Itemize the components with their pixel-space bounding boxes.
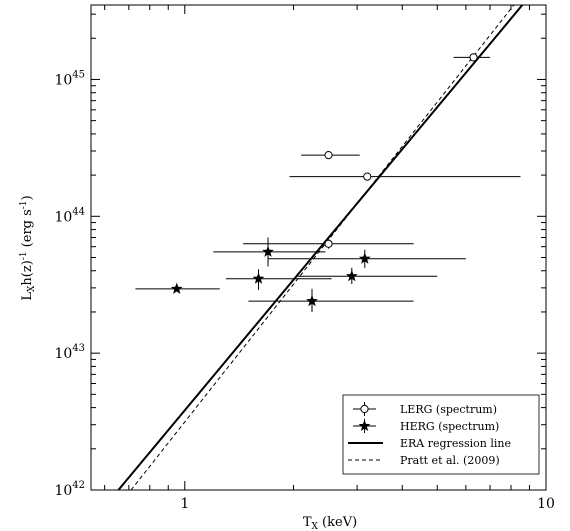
pratt-line: [130, 4, 515, 491]
herg-point: [358, 252, 371, 264]
legend-era-label: ERA regression line: [400, 437, 511, 450]
plot-frame: [90, 4, 547, 491]
herg-point: [262, 245, 274, 257]
legend-pratt-label: Pratt et al. (2009): [400, 454, 500, 467]
y-tick-label: 1045: [54, 69, 85, 88]
era-regression-line: [117, 4, 524, 491]
herg-point: [252, 272, 265, 284]
x-axis-label: TX (keV): [303, 515, 357, 531]
ticks-layer: 1 10 1042 1043 1044 1045: [54, 5, 555, 512]
herg-point: [170, 282, 183, 294]
x-tick-label: 10: [537, 496, 555, 512]
x-tick-label: 1: [180, 496, 189, 512]
y-tick-label: 1044: [54, 206, 85, 225]
lerg-point: [363, 172, 372, 181]
lerg-point: [324, 151, 333, 160]
y-tick-label: 1042: [54, 480, 85, 499]
legend-box: [342, 394, 540, 475]
y-axis-label: LXh(z)-1 (erg s-1): [19, 195, 37, 300]
legend-herg-marker: [358, 419, 371, 432]
herg-point: [345, 270, 358, 282]
y-tick-label: 1043: [54, 343, 85, 362]
legend-herg-label: HERG (spectrum): [400, 420, 499, 433]
herg-point: [306, 294, 318, 307]
lines-layer: [117, 4, 524, 491]
legend-lerg-marker: [360, 404, 369, 414]
points-layer: [135, 53, 521, 312]
lerg-point: [324, 239, 333, 248]
legend-lerg-label: LERG (spectrum): [400, 403, 497, 416]
lerg-point: [469, 53, 478, 62]
legend: LERG (spectrum) HERG (spectrum) ERA regr…: [342, 394, 540, 475]
